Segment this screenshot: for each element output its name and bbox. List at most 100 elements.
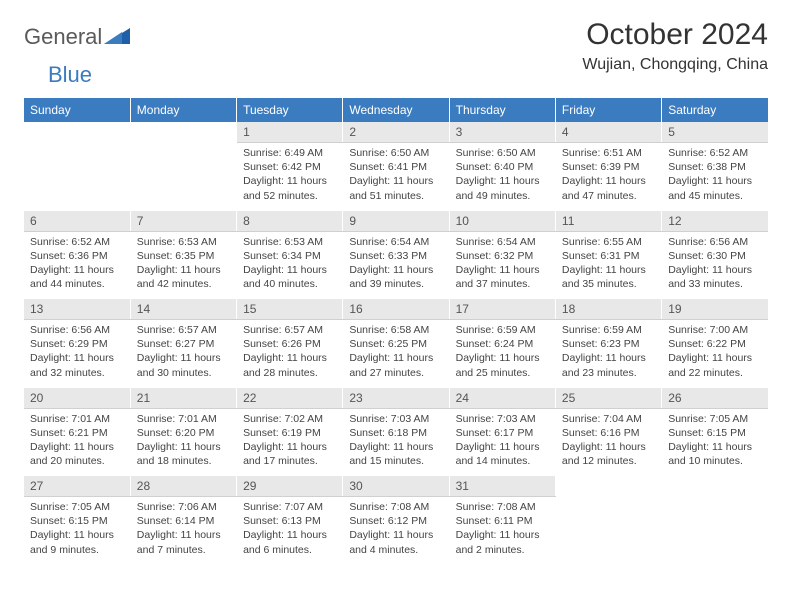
day-number-cell: 8 (237, 211, 343, 232)
day-info-line: Sunrise: 7:02 AM (243, 412, 336, 426)
day-number-cell: 27 (24, 476, 130, 497)
day-info-line: Daylight: 11 hours and 30 minutes. (137, 351, 230, 379)
day-content-cell: Sunrise: 7:05 AMSunset: 6:15 PMDaylight:… (24, 497, 130, 565)
day-info-line: Sunset: 6:25 PM (349, 337, 442, 351)
day-info-line: Sunset: 6:20 PM (137, 426, 230, 440)
day-info-line: Daylight: 11 hours and 44 minutes. (30, 263, 124, 291)
day-info-line: Sunset: 6:15 PM (30, 514, 124, 528)
day-info-line: Daylight: 11 hours and 12 minutes. (562, 440, 655, 468)
location-label: Wujian, Chongqing, China (582, 56, 768, 74)
day-info-line: Sunrise: 6:57 AM (243, 323, 336, 337)
day-content-cell: Sunrise: 7:04 AMSunset: 6:16 PMDaylight:… (555, 408, 661, 476)
day-content-cell: Sunrise: 7:05 AMSunset: 6:15 PMDaylight:… (662, 408, 768, 476)
day-info-line: Sunrise: 7:07 AM (243, 500, 336, 514)
day-info-line: Sunrise: 6:57 AM (137, 323, 230, 337)
day-info-line: Sunrise: 6:58 AM (349, 323, 442, 337)
day-content-cell: Sunrise: 6:59 AMSunset: 6:24 PMDaylight:… (449, 320, 555, 388)
day-info-line: Daylight: 11 hours and 27 minutes. (349, 351, 442, 379)
day-content-cell: Sunrise: 7:02 AMSunset: 6:19 PMDaylight:… (237, 408, 343, 476)
day-info-line: Daylight: 11 hours and 4 minutes. (349, 528, 442, 556)
day-info-line: Sunset: 6:35 PM (137, 249, 230, 263)
day-info-line: Sunrise: 6:52 AM (668, 146, 762, 160)
day-info-line: Daylight: 11 hours and 51 minutes. (349, 174, 442, 202)
day-content-cell: Sunrise: 6:57 AMSunset: 6:27 PMDaylight:… (130, 320, 236, 388)
logo: General (24, 18, 132, 50)
day-info-line: Sunrise: 6:54 AM (456, 235, 549, 249)
day-info-line: Sunrise: 6:49 AM (243, 146, 336, 160)
day-info-line: Sunrise: 6:56 AM (30, 323, 124, 337)
day-content-cell (662, 497, 768, 565)
day-info-line: Daylight: 11 hours and 22 minutes. (668, 351, 762, 379)
day-info-line: Sunset: 6:23 PM (562, 337, 655, 351)
day-content-cell: Sunrise: 6:59 AMSunset: 6:23 PMDaylight:… (555, 320, 661, 388)
day-info-line: Sunrise: 6:53 AM (137, 235, 230, 249)
day-info-line: Daylight: 11 hours and 2 minutes. (456, 528, 549, 556)
day-number-cell: 12 (662, 211, 768, 232)
day-info-line: Sunset: 6:27 PM (137, 337, 230, 351)
day-info-line: Daylight: 11 hours and 17 minutes. (243, 440, 336, 468)
week-daynum-row: 13141516171819 (24, 299, 768, 320)
day-info-line: Daylight: 11 hours and 33 minutes. (668, 263, 762, 291)
day-info-line: Daylight: 11 hours and 47 minutes. (562, 174, 655, 202)
day-info-line: Sunset: 6:18 PM (349, 426, 442, 440)
calendar-page: General October 2024 Wujian, Chongqing, … (0, 0, 792, 583)
day-content-cell: Sunrise: 6:53 AMSunset: 6:35 PMDaylight:… (130, 231, 236, 299)
day-info-line: Sunset: 6:31 PM (562, 249, 655, 263)
day-info-line: Sunset: 6:19 PM (243, 426, 336, 440)
day-number-cell: 16 (343, 299, 449, 320)
day-number-cell: 25 (555, 388, 661, 409)
day-info-line: Sunset: 6:39 PM (562, 160, 655, 174)
day-number-cell: 28 (130, 476, 236, 497)
day-info-line: Sunset: 6:14 PM (137, 514, 230, 528)
day-number-cell (662, 476, 768, 497)
calendar-table: Sunday Monday Tuesday Wednesday Thursday… (24, 98, 768, 565)
day-info-line: Sunset: 6:30 PM (668, 249, 762, 263)
day-info-line: Sunrise: 7:04 AM (562, 412, 655, 426)
day-number-cell: 15 (237, 299, 343, 320)
day-number-cell: 19 (662, 299, 768, 320)
day-number-cell: 1 (237, 122, 343, 143)
day-number-cell: 24 (449, 388, 555, 409)
day-content-cell: Sunrise: 7:00 AMSunset: 6:22 PMDaylight:… (662, 320, 768, 388)
day-info-line: Sunrise: 7:08 AM (349, 500, 442, 514)
day-info-line: Daylight: 11 hours and 40 minutes. (243, 263, 336, 291)
day-info-line: Daylight: 11 hours and 39 minutes. (349, 263, 442, 291)
day-info-line: Daylight: 11 hours and 20 minutes. (30, 440, 124, 468)
day-content-cell: Sunrise: 6:53 AMSunset: 6:34 PMDaylight:… (237, 231, 343, 299)
day-info-line: Sunset: 6:33 PM (349, 249, 442, 263)
day-number-cell: 18 (555, 299, 661, 320)
day-content-cell: Sunrise: 7:08 AMSunset: 6:12 PMDaylight:… (343, 497, 449, 565)
day-info-line: Daylight: 11 hours and 10 minutes. (668, 440, 762, 468)
day-info-line: Sunrise: 6:59 AM (562, 323, 655, 337)
day-info-line: Sunrise: 7:03 AM (456, 412, 549, 426)
day-info-line: Daylight: 11 hours and 15 minutes. (349, 440, 442, 468)
week-content-row: Sunrise: 6:56 AMSunset: 6:29 PM Daylight:… (24, 320, 768, 388)
day-number-cell (130, 122, 236, 143)
day-info-line: Daylight: 11 hours and 42 minutes. (137, 263, 230, 291)
day-info-line: Daylight: 11 hours and 7 minutes. (137, 528, 230, 556)
day-content-cell: Sunrise: 7:07 AMSunset: 6:13 PMDaylight:… (237, 497, 343, 565)
day-number-cell: 9 (343, 211, 449, 232)
day-info-line: Sunrise: 6:50 AM (349, 146, 442, 160)
day-content-cell: Sunrise: 7:01 AMSunset: 6:20 PMDaylight:… (130, 408, 236, 476)
day-info-line: Daylight: 11 hours and 25 minutes. (456, 351, 549, 379)
day-info-line: Daylight: 11 hours and 28 minutes. (243, 351, 336, 379)
day-info-line: Daylight: 11 hours and 23 minutes. (562, 351, 655, 379)
day-info-line: Sunset: 6:29 PM (30, 337, 124, 351)
day-content-cell (24, 143, 130, 211)
day-content-cell: Sunrise: 6:50 AMSunset: 6:41 PMDaylight:… (343, 143, 449, 211)
day-number-cell: 30 (343, 476, 449, 497)
day-number-cell: 10 (449, 211, 555, 232)
day-info-line: Sunrise: 7:01 AM (137, 412, 230, 426)
day-content-cell: Sunrise: 6:56 AMSunset: 6:29 PMDaylight:… (24, 320, 130, 388)
col-tuesday: Tuesday (237, 98, 343, 122)
day-number-cell: 26 (662, 388, 768, 409)
day-content-cell: Sunrise: 6:51 AMSunset: 6:39 PMDaylight:… (555, 143, 661, 211)
day-content-cell: Sunrise: 6:57 AMSunset: 6:26 PMDaylight:… (237, 320, 343, 388)
day-number-cell: 7 (130, 211, 236, 232)
day-info-line: Sunset: 6:36 PM (30, 249, 124, 263)
day-number-cell: 21 (130, 388, 236, 409)
day-content-cell: Sunrise: 6:52 AMSunset: 6:38 PMDaylight:… (662, 143, 768, 211)
day-content-cell: Sunrise: 6:50 AMSunset: 6:40 PMDaylight:… (449, 143, 555, 211)
day-content-cell: Sunrise: 6:49 AMSunset: 6:42 PMDaylight:… (237, 143, 343, 211)
